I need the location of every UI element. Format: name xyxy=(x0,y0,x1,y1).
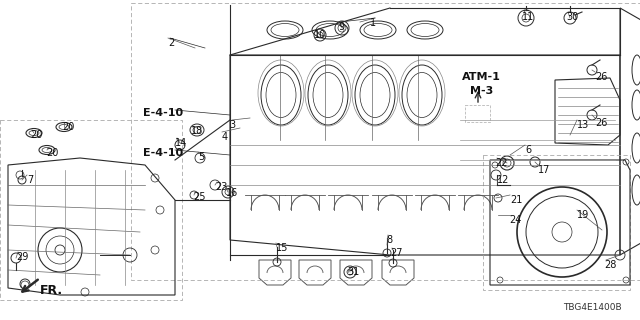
Text: 15: 15 xyxy=(276,243,289,253)
Text: 2: 2 xyxy=(168,38,174,48)
Text: 26: 26 xyxy=(595,118,607,128)
Text: 17: 17 xyxy=(538,165,550,175)
Text: 16: 16 xyxy=(226,188,238,198)
Text: M-3: M-3 xyxy=(470,86,493,96)
Bar xyxy=(131,3,640,280)
Text: 6: 6 xyxy=(525,145,531,155)
Text: 4: 4 xyxy=(222,132,228,142)
Text: 13: 13 xyxy=(577,120,589,130)
Text: 20: 20 xyxy=(62,122,74,132)
Text: 22: 22 xyxy=(495,158,508,168)
Text: 3: 3 xyxy=(229,120,235,130)
Text: 1: 1 xyxy=(370,18,376,28)
Text: 7: 7 xyxy=(27,175,33,185)
Text: 24: 24 xyxy=(509,215,522,225)
Text: 25: 25 xyxy=(193,192,205,202)
Text: 26: 26 xyxy=(595,72,607,82)
Text: 20: 20 xyxy=(30,130,42,140)
Text: 27: 27 xyxy=(390,248,403,258)
Text: 20: 20 xyxy=(46,148,58,158)
Text: 28: 28 xyxy=(604,260,616,270)
Text: E-4-10: E-4-10 xyxy=(143,148,183,158)
Text: 23: 23 xyxy=(215,182,227,192)
Text: 10: 10 xyxy=(314,30,326,40)
Text: 5: 5 xyxy=(198,152,204,162)
Text: 31: 31 xyxy=(347,267,359,277)
Text: 12: 12 xyxy=(497,175,509,185)
Text: 18: 18 xyxy=(191,126,204,136)
Bar xyxy=(0,120,182,300)
Text: 29: 29 xyxy=(16,252,28,262)
Bar xyxy=(483,155,630,290)
Bar xyxy=(465,105,490,122)
Text: TBG4E1400B: TBG4E1400B xyxy=(563,303,622,312)
Text: 8: 8 xyxy=(386,235,392,245)
Text: FR.: FR. xyxy=(40,284,63,297)
Text: 9: 9 xyxy=(338,22,344,32)
Text: 30: 30 xyxy=(566,12,579,22)
Text: 19: 19 xyxy=(577,210,589,220)
Text: E-4-10: E-4-10 xyxy=(143,108,183,118)
Text: 14: 14 xyxy=(175,138,188,148)
Text: 21: 21 xyxy=(510,195,522,205)
Text: 11: 11 xyxy=(522,12,534,22)
Text: ATM-1: ATM-1 xyxy=(462,72,501,82)
